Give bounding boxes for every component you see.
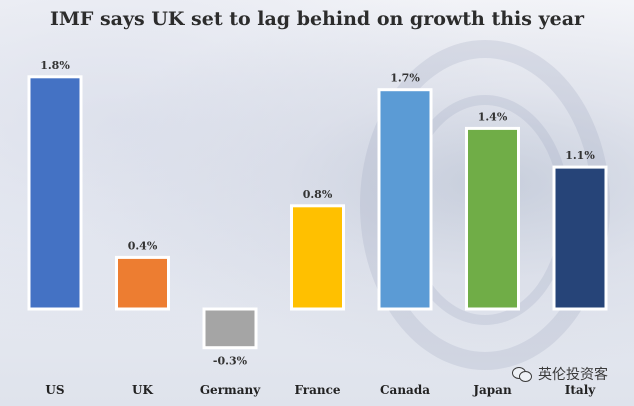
- value-label-us: 1.8%: [40, 59, 70, 72]
- value-label-france: 0.8%: [303, 188, 333, 201]
- value-label-italy: 1.1%: [565, 149, 595, 162]
- chart-title: IMF says UK set to lag behind on growth …: [49, 8, 585, 30]
- bar-france: [290, 204, 345, 311]
- value-label-uk: 0.4%: [128, 239, 158, 252]
- bar-japan: [465, 126, 520, 311]
- category-label-us: US: [45, 383, 64, 397]
- category-label-japan: Japan: [472, 383, 512, 397]
- value-label-canada: 1.7%: [390, 72, 420, 85]
- bar-uk: [115, 255, 170, 311]
- watermark-text: 英伦投资客: [538, 367, 608, 383]
- wechat-icon: [512, 365, 532, 383]
- category-label-france: France: [294, 383, 340, 397]
- bar-italy: [552, 165, 608, 311]
- category-label-canada: Canada: [380, 383, 430, 397]
- bar-canada: [377, 88, 433, 311]
- category-label-uk: UK: [132, 383, 153, 397]
- category-label-germany: Germany: [200, 383, 261, 397]
- bar-germany: [202, 307, 258, 350]
- value-label-japan: 1.4%: [478, 110, 508, 123]
- value-label-germany: -0.3%: [213, 355, 248, 368]
- category-label-italy: Italy: [565, 383, 596, 397]
- bar-us: [27, 75, 83, 311]
- wechat-watermark: 英伦投资客: [512, 362, 608, 386]
